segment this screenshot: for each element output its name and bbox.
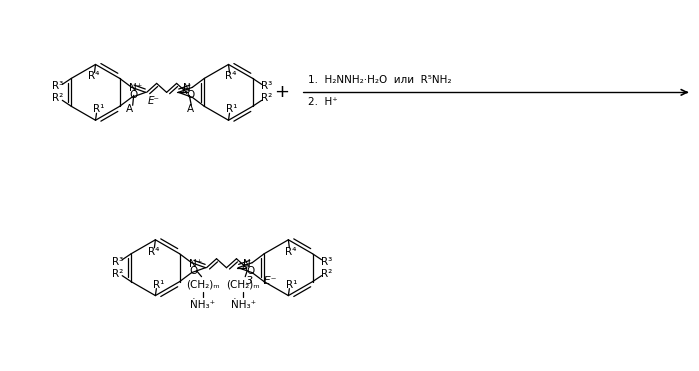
Text: 3   E⁻: 3 E⁻ (246, 276, 277, 286)
Text: R³: R³ (261, 81, 273, 91)
Text: O: O (246, 266, 254, 276)
Text: N⁺: N⁺ (129, 83, 143, 93)
Text: ṄH₃⁺: ṄH₃⁺ (190, 299, 215, 309)
Text: (CH₂)ₘ: (CH₂)ₘ (186, 280, 219, 290)
Text: R³: R³ (112, 257, 123, 267)
Text: ṄH₃⁺: ṄH₃⁺ (231, 299, 256, 309)
Text: R⁴: R⁴ (147, 247, 159, 257)
Text: A: A (187, 104, 194, 114)
Text: R²: R² (261, 93, 273, 104)
Text: A: A (126, 104, 134, 114)
Text: N: N (183, 83, 192, 93)
Text: N⁺: N⁺ (189, 259, 202, 269)
Text: R³: R³ (52, 81, 63, 91)
Text: R²: R² (321, 269, 332, 279)
Text: +: + (274, 83, 289, 101)
Text: R¹: R¹ (152, 280, 164, 290)
Text: R¹: R¹ (93, 104, 104, 114)
Text: 1.  H₂NNH₂·H₂O  или  R⁵NH₂: 1. H₂NNH₂·H₂O или R⁵NH₂ (308, 75, 452, 85)
Text: (CH₂)ₘ: (CH₂)ₘ (226, 280, 260, 290)
Text: R¹: R¹ (286, 280, 297, 290)
Text: E⁻: E⁻ (147, 96, 159, 106)
Text: n: n (182, 86, 187, 96)
Text: O: O (186, 91, 194, 100)
Text: R²: R² (112, 269, 123, 279)
Text: N: N (243, 259, 251, 269)
Text: R⁴: R⁴ (225, 71, 236, 81)
Text: O: O (189, 266, 198, 276)
Text: R⁴: R⁴ (284, 247, 296, 257)
Text: R¹: R¹ (226, 104, 237, 114)
Text: 2.  H⁺: 2. H⁺ (308, 97, 338, 107)
Text: R³: R³ (321, 257, 332, 267)
Text: O: O (129, 91, 138, 100)
Text: R⁴: R⁴ (88, 71, 99, 81)
Text: R²: R² (52, 93, 63, 104)
Text: n: n (241, 262, 247, 272)
